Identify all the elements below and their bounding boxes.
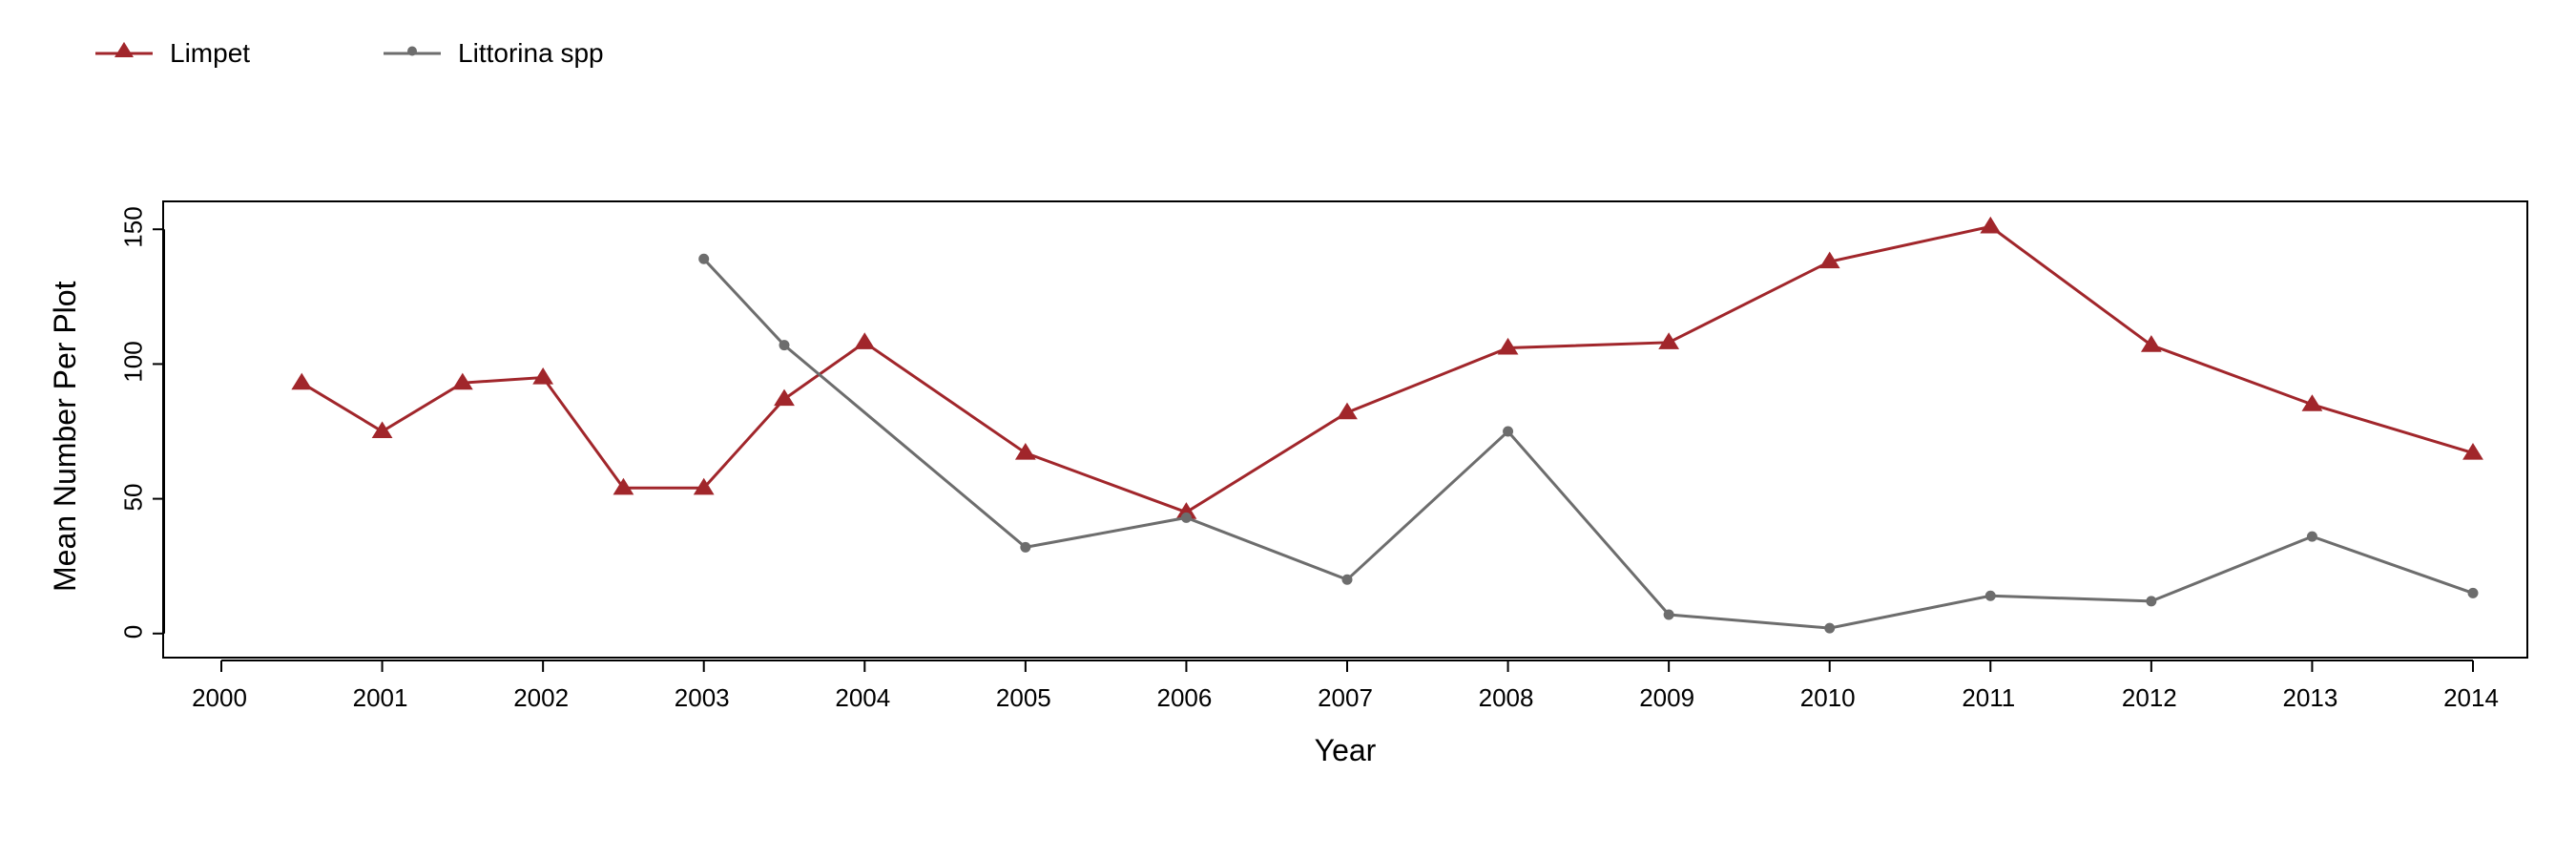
x-axis-title: Year — [1315, 733, 1377, 768]
x-tick-label: 2004 — [835, 683, 890, 713]
plot-svg — [135, 174, 2559, 689]
plot-area — [162, 200, 2528, 659]
y-axis-title: Mean Number Per Plot — [48, 282, 83, 592]
x-tick-label: 2009 — [1639, 683, 1694, 713]
x-tick-label: 2012 — [2122, 683, 2177, 713]
x-tick-label: 2013 — [2283, 683, 2338, 713]
x-tick-label: 2000 — [192, 683, 247, 713]
x-tick-label: 2006 — [1157, 683, 1213, 713]
chart-container: Limpet Littorina spp Mean Number Per Plot… — [0, 0, 2576, 859]
x-tick-label: 2008 — [1479, 683, 1534, 713]
legend-item: Littorina spp — [384, 38, 604, 69]
x-tick-label: 2002 — [513, 683, 569, 713]
x-tick-label: 2001 — [353, 683, 408, 713]
legend-swatch — [384, 42, 441, 65]
x-tick-label: 2005 — [996, 683, 1051, 713]
legend-label: Limpet — [153, 38, 250, 69]
legend-item: Limpet — [95, 38, 250, 69]
circle-marker-icon — [405, 45, 419, 63]
x-tick-label: 2014 — [2443, 683, 2499, 713]
legend: Limpet Littorina spp — [95, 38, 737, 70]
triangle-marker-icon — [114, 42, 134, 66]
x-tick-label: 2007 — [1318, 683, 1373, 713]
x-tick-label: 2010 — [1800, 683, 1856, 713]
legend-label: Littorina spp — [441, 38, 604, 69]
y-tick-label: 50 — [119, 483, 149, 511]
legend-swatch — [95, 42, 153, 65]
y-tick-label: 150 — [119, 207, 149, 248]
y-tick-label: 100 — [119, 342, 149, 383]
y-tick-label: 0 — [119, 625, 149, 639]
x-tick-label: 2011 — [1962, 683, 2015, 713]
x-tick-label: 2003 — [675, 683, 730, 713]
